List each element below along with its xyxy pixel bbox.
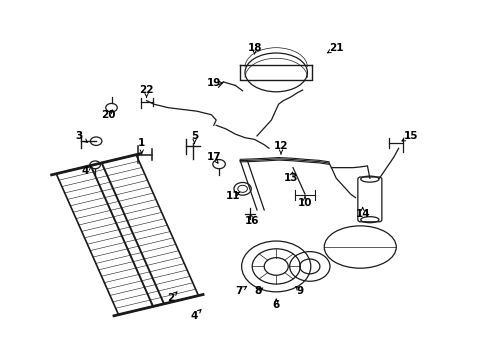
Text: 18: 18	[247, 43, 262, 53]
Text: 4: 4	[191, 311, 198, 321]
Text: 22: 22	[139, 85, 154, 95]
Text: 12: 12	[274, 141, 288, 152]
Text: 19: 19	[207, 78, 221, 88]
Text: 8: 8	[255, 286, 262, 296]
Text: 17: 17	[206, 152, 221, 162]
Text: 2: 2	[167, 293, 174, 303]
Text: 5: 5	[191, 131, 198, 141]
Text: 11: 11	[226, 191, 240, 201]
Text: 20: 20	[101, 110, 115, 120]
Text: 7: 7	[236, 286, 243, 296]
Text: 6: 6	[272, 300, 280, 310]
Text: 4: 4	[82, 166, 89, 176]
Text: 9: 9	[296, 286, 304, 296]
Text: 21: 21	[329, 43, 343, 53]
Text: 16: 16	[245, 216, 259, 226]
Text: 10: 10	[298, 198, 312, 208]
Text: 3: 3	[76, 131, 83, 141]
Text: 15: 15	[403, 131, 418, 141]
Text: 1: 1	[138, 138, 146, 148]
Text: 14: 14	[355, 208, 370, 219]
Text: 13: 13	[283, 173, 298, 183]
